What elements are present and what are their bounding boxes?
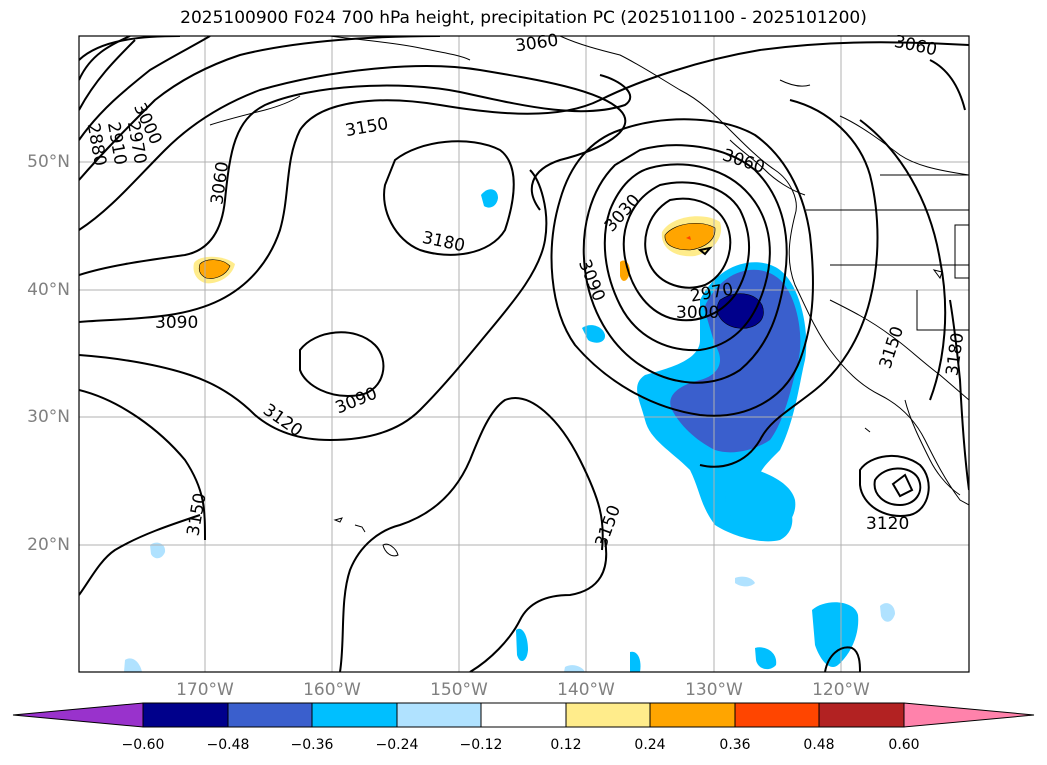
lat-label: 20°N	[27, 535, 70, 555]
colorbar-bin	[480, 702, 567, 728]
contour-label: 3030	[601, 191, 645, 237]
colorbar-tick: 0.24	[634, 737, 666, 753]
precip-edges	[198, 222, 764, 329]
lon-label: 170°W	[176, 680, 234, 700]
lat-label: 50°N	[27, 152, 70, 172]
precip-shading	[124, 189, 895, 672]
lon-label: 130°W	[685, 680, 743, 700]
contour-label: 3180	[942, 332, 968, 378]
contour-label: 3150	[183, 491, 210, 537]
contour-label: 3090	[333, 384, 381, 419]
contour-label: 3150	[876, 324, 908, 371]
colorbar-tick: −0.60	[121, 737, 165, 753]
colorbar-bin	[396, 702, 482, 728]
lon-label: 150°W	[430, 680, 488, 700]
colorbar-bin	[565, 702, 651, 728]
colorbar-bin	[818, 702, 905, 728]
colorbar-extend-high	[903, 702, 1035, 728]
map-title: 2025100900 F024 700 hPa height, precipit…	[180, 8, 867, 28]
colorbar-bin	[142, 702, 229, 728]
contour-label: 3120	[259, 400, 306, 441]
colorbar	[12, 702, 1035, 728]
colorbar-tick: −0.24	[375, 737, 419, 753]
lat-label: 30°N	[27, 407, 70, 427]
contour-label: 3150	[591, 503, 625, 550]
colorbar-bin	[311, 702, 398, 728]
colorbar-bin	[227, 702, 313, 728]
colorbar-bin	[649, 702, 736, 728]
colorbar-tick: −0.36	[290, 737, 334, 753]
colorbar-tick: −0.12	[459, 737, 503, 753]
height-contours	[79, 36, 969, 672]
contour-label: 3150	[344, 114, 390, 141]
contour-label: 3060	[720, 145, 767, 177]
contour-label: 3060	[207, 160, 233, 206]
contour-label: 3090	[574, 257, 609, 305]
contour-label: 3120	[866, 514, 909, 534]
colorbar-extend-low	[12, 702, 144, 728]
colorbar-tick: 0.36	[719, 737, 751, 753]
colorbar-tick: 0.60	[888, 737, 920, 753]
lon-label: 160°W	[303, 680, 361, 700]
colorbar-tick: 0.48	[803, 737, 835, 753]
plot-frame	[78, 35, 970, 673]
colorbar-bin	[734, 702, 820, 728]
contour-label: 3000	[676, 303, 719, 323]
contour-label: 3060	[514, 31, 560, 57]
lon-label: 120°W	[812, 680, 870, 700]
lat-label: 40°N	[27, 280, 70, 300]
graticule	[79, 36, 969, 672]
colorbar-tick: 0.12	[550, 737, 582, 753]
colorbar-tick: −0.48	[206, 737, 250, 753]
contour-label: 3090	[155, 313, 198, 333]
lon-label: 140°W	[557, 680, 615, 700]
